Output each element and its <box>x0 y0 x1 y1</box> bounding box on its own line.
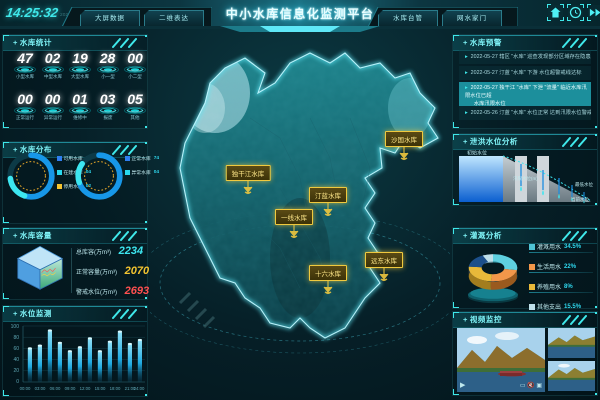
svg-text:09:00: 09:00 <box>65 386 76 391</box>
svg-text:当前水位: 当前水位 <box>571 196 589 203</box>
svg-text:20: 20 <box>13 368 19 374</box>
svg-text:00:00: 00:00 <box>20 386 31 391</box>
svg-text:汛限水位(m): 汛限水位(m) <box>513 175 538 182</box>
svg-text:12:00: 12:00 <box>80 386 91 391</box>
svg-text:初始水位: 初始水位 <box>467 150 487 157</box>
svg-text:最低水位: 最低水位 <box>575 181 593 188</box>
svg-text:0: 0 <box>16 379 19 385</box>
svg-text:60: 60 <box>13 346 19 352</box>
svg-text:24:00: 24:00 <box>134 386 145 391</box>
svg-text:15:00: 15:00 <box>95 386 106 391</box>
svg-text:03:00: 03:00 <box>35 386 46 391</box>
svg-text:80: 80 <box>13 335 19 341</box>
svg-text:06:00: 06:00 <box>50 386 61 391</box>
svg-text:40: 40 <box>13 357 19 363</box>
svg-text:18:00: 18:00 <box>110 386 121 391</box>
svg-text:100: 100 <box>11 324 20 330</box>
